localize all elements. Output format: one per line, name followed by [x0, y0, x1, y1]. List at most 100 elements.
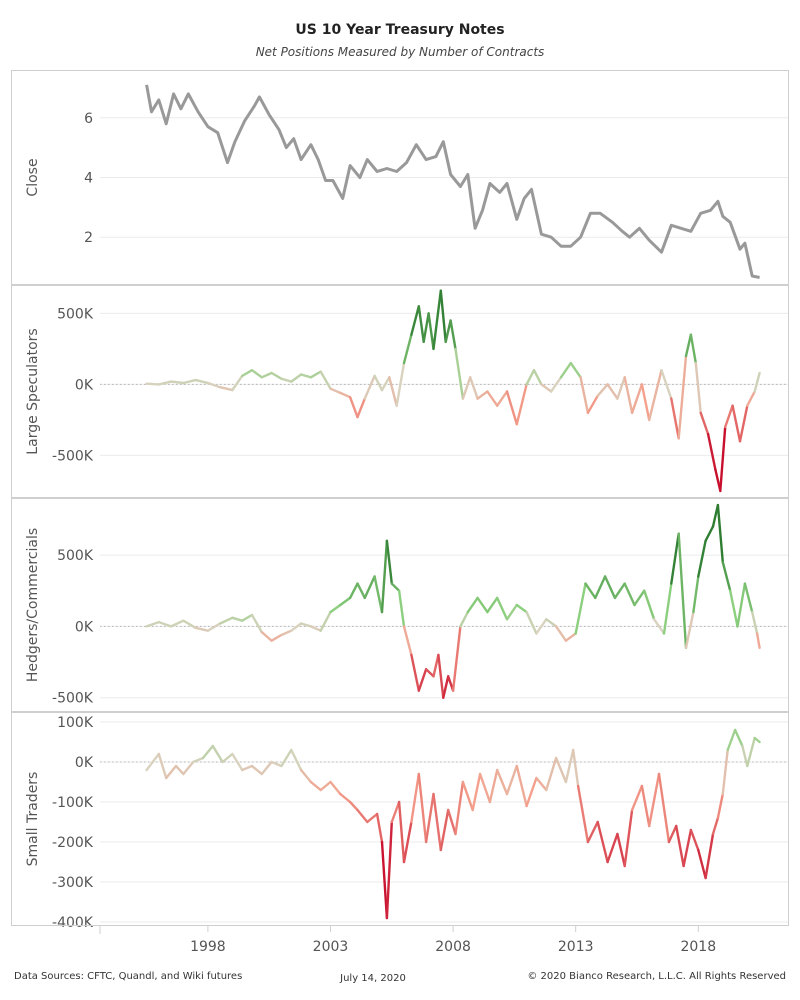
y-tick-label: 6 [84, 111, 93, 127]
series-segment [240, 613, 254, 622]
series-segment [417, 772, 428, 844]
series-segment [505, 764, 518, 796]
series-segment [390, 582, 401, 592]
series-segment [260, 760, 273, 776]
series-segment [270, 760, 283, 768]
series-segment [586, 394, 599, 414]
series-segment [439, 289, 447, 343]
series-segment [746, 736, 756, 768]
x-tick-label: 2013 [558, 939, 594, 955]
series-segment [231, 616, 244, 622]
series-segment [746, 390, 756, 407]
series-segment [260, 371, 273, 379]
panel-border [11, 70, 789, 285]
series-segment [206, 381, 222, 389]
series-segment [390, 800, 401, 824]
series-segment [689, 333, 697, 365]
series-segment [743, 582, 754, 614]
series-segment [410, 305, 420, 336]
series-segment [704, 832, 715, 880]
series-segment [724, 404, 734, 429]
series-segment [442, 675, 450, 699]
series-segment [711, 816, 720, 836]
series-segment [424, 668, 435, 678]
series-segment [380, 840, 389, 920]
y-tick-label: -500K [52, 691, 94, 707]
series-segment [623, 376, 634, 414]
series-segment [716, 503, 724, 564]
series-segment [731, 404, 742, 443]
series-segment [729, 589, 739, 628]
series-segment [525, 369, 536, 386]
series-segment [667, 824, 678, 844]
series-segment [385, 539, 393, 585]
y-tick-label: 500K [57, 548, 94, 564]
series-segment [250, 613, 263, 634]
series-segment [375, 812, 384, 844]
series-segment [280, 748, 293, 768]
series-segment [640, 784, 651, 828]
footer-copyright: © 2020 Bianco Research, L.L.C. All Right… [527, 971, 786, 982]
series-segment [726, 728, 737, 752]
panel-border [11, 285, 789, 498]
series-segment [559, 361, 572, 379]
series-segment [145, 620, 161, 628]
series-segment [603, 575, 617, 600]
panel-large_speculators: -500K 0K 500K Large Speculators [11, 285, 789, 498]
series-segment [461, 376, 472, 400]
series-segment [751, 610, 759, 635]
series-segment [240, 369, 254, 378]
series-segment [451, 625, 462, 692]
series-segment [623, 808, 634, 868]
series-segment [449, 319, 457, 351]
series-segment [319, 780, 332, 792]
y-tick-label: -400K [52, 915, 94, 931]
series-segment [630, 383, 644, 414]
y-tick-label: -100K [52, 795, 94, 811]
series-segment [476, 390, 489, 400]
series-segment [240, 764, 254, 772]
panel-close: 2 4 6 Close [11, 70, 789, 285]
series-segment [250, 764, 263, 776]
series-segment [515, 383, 528, 426]
series-segment [623, 582, 636, 607]
series-segment [572, 748, 580, 788]
series-segment [486, 390, 499, 407]
series-segment [191, 756, 205, 764]
series-segment [584, 582, 597, 600]
y-tick-label: -300K [52, 875, 94, 891]
series-segment [417, 668, 428, 692]
series-segment [260, 630, 273, 642]
series-segment [459, 610, 469, 628]
series-segment [670, 397, 680, 440]
series-segment [432, 792, 442, 852]
series-segment [454, 780, 465, 836]
series-segment [250, 369, 263, 379]
y-tick-label: 2 [84, 230, 93, 246]
series-segment [721, 561, 732, 592]
series-segment [586, 820, 599, 844]
series-segment [339, 391, 352, 399]
series-segment [496, 390, 509, 407]
x-tick-label: 2018 [680, 939, 716, 955]
series-segment [397, 800, 406, 864]
series-segment [402, 625, 413, 657]
series-segment [606, 832, 619, 864]
series-segment [157, 752, 168, 780]
series-segment [145, 752, 161, 772]
series-segment [309, 625, 322, 632]
panel-border [11, 498, 789, 712]
series-segment [616, 832, 626, 868]
series-segment [422, 312, 430, 343]
series-segment [545, 756, 558, 792]
series-segment [613, 582, 626, 600]
series-segment [525, 776, 538, 808]
series-segment [753, 371, 761, 393]
series-segment [356, 397, 366, 419]
series-segment [466, 596, 479, 614]
series-segment [194, 378, 210, 385]
series-segment [339, 792, 352, 804]
y-tick-label: 0K [75, 377, 94, 393]
